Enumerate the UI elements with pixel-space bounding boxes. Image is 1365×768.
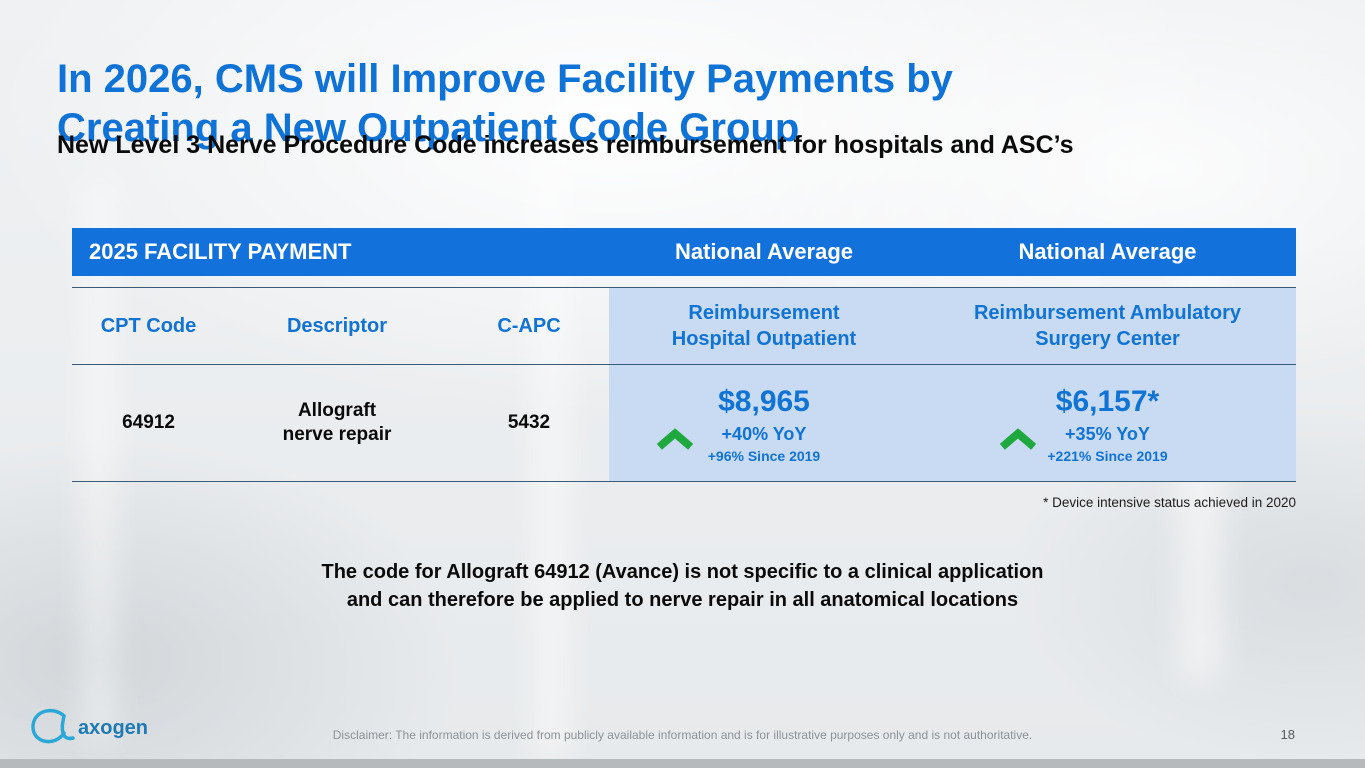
- column-header-descriptor: Descriptor: [225, 288, 449, 365]
- device-intensive-footnote: * Device intensive status achieved in 20…: [1043, 495, 1296, 510]
- table-title: 2025 FACILITY PAYMENT: [89, 239, 352, 264]
- asc-reimbursement-cell: $6,157* +35% YoY +221% Since 2019: [919, 365, 1296, 481]
- disclaimer-text: Disclaimer: The information is derived f…: [332, 728, 1033, 742]
- body-text-line-1: The code for Allograft 64912 (Avance) is…: [321, 561, 1044, 583]
- trend-up-icon: [656, 428, 694, 450]
- body-text-line-2: and can therefore be applied to nerve re…: [346, 589, 1019, 611]
- body-text: The code for Allograft 64912 (Avance) is…: [0, 558, 1365, 614]
- hospital-since-2019-change: +96% Since 2019: [707, 448, 821, 464]
- asc-trend: +35% YoY +221% Since 2019: [1000, 423, 1168, 466]
- column-header-ambulatory-surgery-center: Reimbursement Ambulatory Surgery Center: [919, 288, 1296, 365]
- trend-up-chevron: [1000, 428, 1037, 450]
- column-header-ambulatory-surgery-center-label: Reimbursement Ambulatory Surgery Center: [973, 302, 1242, 350]
- slide-title: In 2026, CMS will Improve Facility Payme…: [57, 55, 953, 153]
- logo-text: axogen: [78, 717, 148, 739]
- national-average-asc-header: National Average: [1018, 239, 1197, 264]
- national-average-hospital-header: National Average: [674, 239, 854, 264]
- column-header-cpt-code: CPT Code: [72, 288, 225, 365]
- column-header-hospital-outpatient-label: Reimbursement Hospital Outpatient: [671, 302, 857, 350]
- hospital-reimbursement-amount: $8,965: [718, 385, 810, 418]
- bottom-edge-bar: [0, 759, 1365, 768]
- column-header-c-apc: C-APC: [449, 288, 609, 365]
- descriptor-text: Allograft nerve repair: [282, 400, 392, 445]
- descriptor-value: Allograft nerve repair: [225, 365, 449, 481]
- asc-reimbursement-amount: $6,157*: [1055, 385, 1160, 418]
- column-header-hospital-outpatient: Reimbursement Hospital Outpatient: [609, 288, 919, 365]
- facility-payment-table: 2025 FACILITY PAYMENT National Average N…: [72, 228, 1296, 510]
- logo-mark-icon: [31, 708, 75, 744]
- asc-since-2019-change: +221% Since 2019: [1047, 448, 1168, 464]
- trend-up-icon: [1000, 428, 1037, 450]
- title-line-1: In 2026, CMS will Improve Facility Payme…: [57, 56, 953, 101]
- title-line-2: Creating a New Outpatient Code Group: [57, 105, 800, 150]
- table-body: CPT Code Descriptor C-APC Reimbursement …: [72, 287, 1296, 482]
- hospital-yoy-change: +40% YoY: [721, 424, 807, 444]
- page-number: 18: [1280, 727, 1295, 742]
- c-apc-value: 5432: [507, 412, 551, 433]
- slide-subtitle: New Level 3 Nerve Procedure Code increas…: [57, 131, 1074, 159]
- hospital-trend: +40% YoY +96% Since 2019: [656, 423, 821, 466]
- hospital-outpatient-reimbursement-cell: $8,965 +40% YoY +96% Since 2019: [609, 365, 919, 481]
- trend-up-chevron: [656, 428, 694, 450]
- table-header-row: 2025 FACILITY PAYMENT National Average N…: [72, 228, 1296, 276]
- axogen-logo: axogen: [31, 708, 148, 744]
- asc-yoy-change: +35% YoY: [1065, 424, 1150, 444]
- cpt-code-value: 64912: [122, 412, 175, 433]
